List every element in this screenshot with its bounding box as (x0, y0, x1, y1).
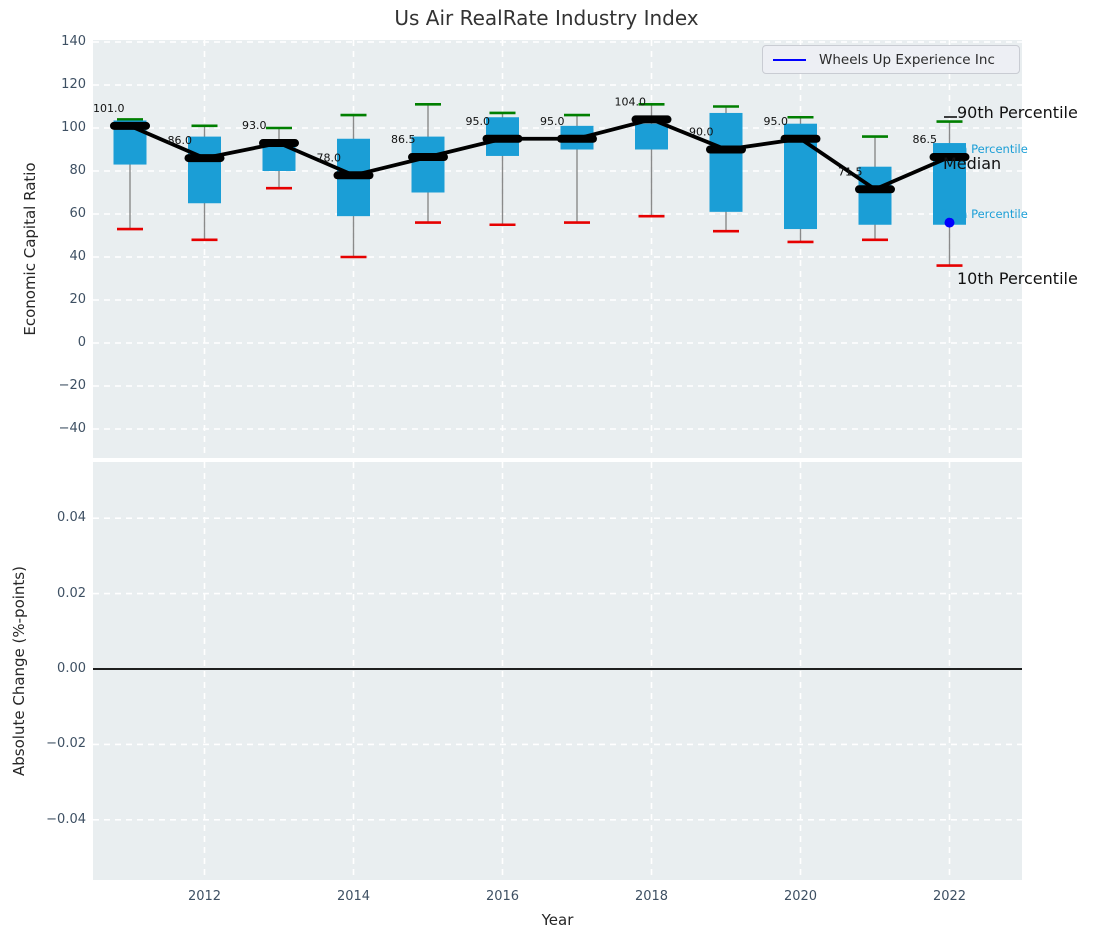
y-tick-label: 0.00 (57, 661, 86, 676)
median-marker (333, 171, 374, 180)
y-tick-label: 140 (61, 34, 86, 49)
x-tick-label: 2020 (783, 889, 818, 904)
annotation-25th-percentile: 25th Percentile (941, 207, 1028, 221)
top-plot-panel (93, 40, 1022, 458)
annotation-median: Median (943, 154, 1002, 173)
x-tick-label: 2022 (932, 889, 967, 904)
x-axis-label: Year (541, 911, 574, 929)
median-value-label: 95.0 (540, 115, 565, 128)
median-marker (557, 134, 597, 143)
y-tick-label: 0 (77, 335, 86, 350)
median-value-label: 86.5 (913, 133, 938, 146)
median-marker (184, 154, 225, 163)
median-marker (780, 134, 821, 143)
y-tick-label: 40 (69, 249, 86, 264)
median-value-label: 104.0 (615, 95, 647, 108)
y-tick-label: 60 (69, 206, 86, 221)
legend-label: Wheels Up Experience Inc (819, 51, 995, 68)
y-tick-label: −20 (58, 378, 86, 393)
x-tick-label: 2012 (187, 889, 222, 904)
x-tick-label: 2018 (634, 889, 669, 904)
median-marker (631, 115, 672, 124)
median-value-label: 90.0 (689, 126, 714, 139)
median-value-label: 71.5 (838, 165, 863, 178)
median-marker (259, 139, 299, 148)
annotation-90th-percentile: 90th Percentile (957, 103, 1078, 122)
y-tick-label: 20 (69, 292, 86, 307)
iqr-box (635, 123, 668, 150)
median-marker (929, 153, 970, 162)
iqr-box (188, 136, 221, 204)
median-value-label: 86.0 (168, 134, 193, 147)
x-tick-label: 2014 (336, 889, 371, 904)
y-tick-label: −0.04 (46, 811, 86, 827)
iqr-box (411, 136, 445, 193)
annotation-75th-percentile: 75th Percentile (941, 142, 1028, 156)
bottom-plot-panel (93, 462, 1022, 880)
median-marker (855, 185, 895, 194)
median-marker (110, 121, 150, 130)
median-value-label: 95.0 (764, 115, 789, 128)
y-tick-label: 80 (69, 163, 86, 178)
company-point (944, 217, 955, 228)
y-tick-label: −40 (58, 421, 86, 436)
y-tick-label: 120 (61, 77, 86, 92)
iqr-box (709, 112, 743, 212)
y-tick-label: −0.02 (46, 736, 86, 752)
y-tick-label: 100 (61, 120, 86, 135)
x-tick-label: 2016 (485, 889, 520, 904)
median-value-label: 93.0 (242, 119, 267, 132)
iqr-box (858, 166, 892, 225)
legend: Wheels Up Experience Inc (762, 45, 1020, 74)
median-value-label: 86.5 (391, 133, 416, 146)
median-value-label: 78.0 (317, 151, 342, 164)
annotation-10th-percentile: 10th Percentile (957, 269, 1078, 288)
y-tick-label: 0.04 (57, 510, 86, 526)
chart-title: Us Air RealRate Industry Index (394, 6, 699, 30)
median-value-label: 101.0 (93, 102, 125, 115)
median-marker (482, 134, 523, 143)
y-tick-label: 0.02 (57, 585, 86, 601)
median-marker (706, 145, 746, 154)
median-value-label: 95.0 (466, 115, 491, 128)
median-marker (408, 153, 448, 162)
legend-line-sample (773, 58, 806, 61)
